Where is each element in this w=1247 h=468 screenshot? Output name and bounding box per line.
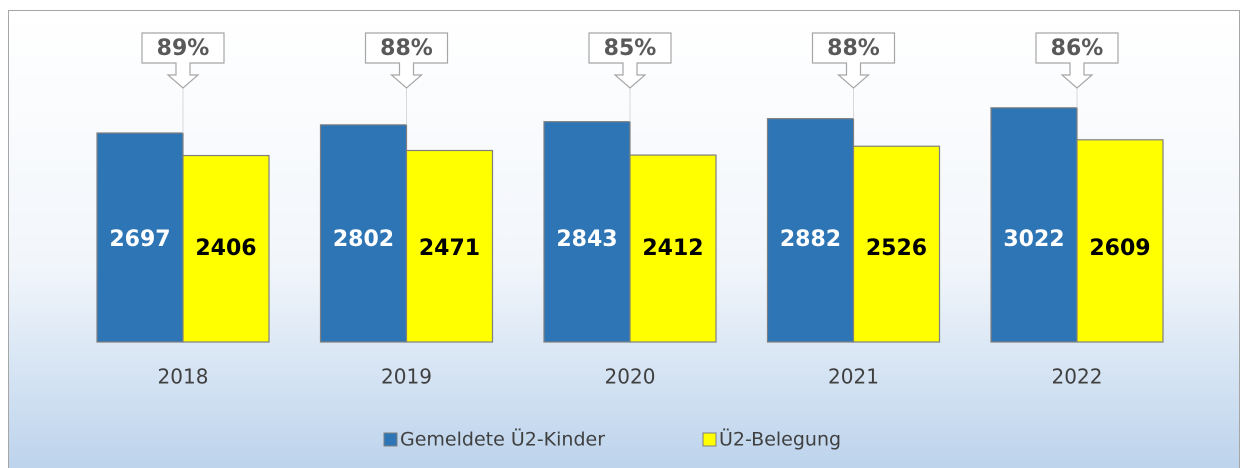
- legend-swatch: [383, 432, 398, 447]
- bar-value-label: 2406: [195, 236, 256, 261]
- bar-value-label: 2471: [419, 236, 480, 261]
- callout-label: 86%: [1051, 36, 1104, 61]
- callout-label: 89%: [157, 36, 210, 61]
- x-tick-label: 2018: [158, 365, 209, 389]
- callout: [1035, 32, 1119, 89]
- x-tick-label: 2021: [828, 365, 879, 389]
- legend-label: Ü2-Belegung: [719, 428, 841, 451]
- x-tick-label: 2020: [605, 365, 656, 389]
- bar-value-label: 2526: [866, 236, 927, 261]
- bar: [319, 124, 408, 343]
- legend-swatch: [702, 432, 717, 447]
- callout-label: 88%: [827, 36, 880, 61]
- bar: [543, 121, 631, 343]
- bar-value-label: 2609: [1089, 236, 1150, 261]
- bar: [96, 132, 184, 343]
- bar-value-label: 2802: [333, 227, 394, 252]
- bar: [852, 145, 941, 343]
- bar: [766, 118, 855, 343]
- callout: [364, 32, 449, 89]
- legend-label: Gemeldete Ü2-Kinder: [400, 428, 605, 451]
- bar: [629, 154, 717, 343]
- callout: [141, 32, 225, 89]
- bar-value-label: 2843: [556, 227, 617, 252]
- callout-label: 85%: [604, 36, 657, 61]
- bar-value-label: 2882: [780, 227, 841, 252]
- callout: [588, 32, 672, 89]
- bar: [1076, 139, 1164, 343]
- x-tick-label: 2019: [381, 365, 432, 389]
- bar-value-label: 2412: [642, 236, 703, 261]
- bar-value-label: 2697: [109, 227, 170, 252]
- bar-value-label: 3022: [1003, 227, 1064, 252]
- x-tick-label: 2022: [1052, 365, 1103, 389]
- bar: [405, 149, 494, 343]
- bar: [990, 107, 1078, 343]
- bar: [182, 154, 270, 343]
- callout: [811, 32, 896, 89]
- callout-label: 88%: [380, 36, 433, 61]
